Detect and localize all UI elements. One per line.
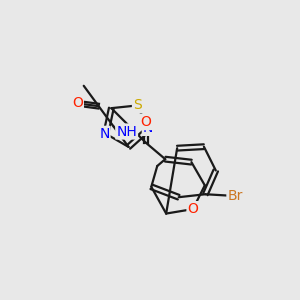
Text: Br: Br [227,189,243,203]
Text: O: O [72,96,83,110]
Text: O: O [188,202,198,216]
Text: S: S [133,98,142,112]
Text: N: N [99,127,110,141]
Text: N: N [143,121,153,135]
Text: NH: NH [116,124,137,139]
Text: O: O [140,115,152,129]
